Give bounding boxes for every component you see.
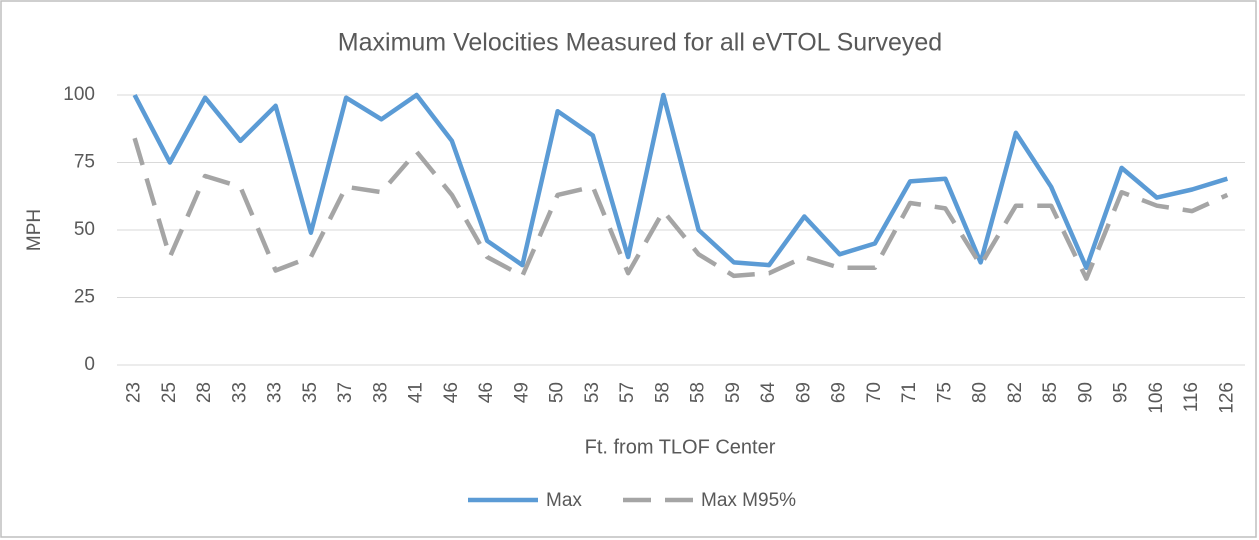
line-series bbox=[132, 137, 1229, 281]
x-tick-label: 38 bbox=[370, 382, 391, 403]
x-tick-label: 80 bbox=[970, 382, 991, 403]
x-tick-label: 35 bbox=[300, 382, 321, 403]
x-tick-label: 71 bbox=[899, 382, 920, 403]
y-tick-label: 100 bbox=[63, 84, 95, 105]
x-tick-label: 106 bbox=[1146, 382, 1167, 414]
x-tick-label: 46 bbox=[441, 382, 462, 403]
x-tick-label: 95 bbox=[1111, 382, 1132, 403]
y-axis-label: MPH bbox=[24, 209, 45, 251]
x-tick-label: 82 bbox=[1005, 382, 1026, 403]
x-tick-label: 70 bbox=[864, 382, 885, 403]
x-axis-label: Ft. from TLOF Center bbox=[585, 436, 776, 458]
x-tick-label: 41 bbox=[406, 382, 427, 403]
y-tick-label: 0 bbox=[84, 354, 95, 375]
x-tick-label: 64 bbox=[758, 382, 779, 404]
x-tick-label: 58 bbox=[652, 382, 673, 403]
x-tick-label: 37 bbox=[335, 382, 356, 403]
x-tick-label: 25 bbox=[159, 382, 180, 403]
y-tick-label: 25 bbox=[74, 287, 95, 308]
line-series bbox=[132, 92, 1229, 271]
x-tick-label: 69 bbox=[793, 382, 814, 403]
x-tick-label: 90 bbox=[1075, 382, 1096, 403]
x-tick-label: 85 bbox=[1040, 382, 1061, 403]
x-tick-label: 57 bbox=[617, 382, 638, 403]
x-tick-label: 59 bbox=[723, 382, 744, 403]
y-tick-label: 50 bbox=[74, 219, 95, 240]
x-tick-label: 75 bbox=[934, 382, 955, 403]
x-tick-label: 58 bbox=[688, 382, 709, 403]
y-tick-label: 75 bbox=[74, 152, 95, 173]
x-tick-label: 46 bbox=[476, 382, 497, 403]
legend-label: Max bbox=[546, 490, 582, 511]
x-tick-label: 116 bbox=[1181, 382, 1202, 412]
x-tick-label: 28 bbox=[194, 382, 215, 403]
x-tick-label: 69 bbox=[829, 382, 850, 403]
x-tick-label: 126 bbox=[1216, 382, 1237, 414]
x-tick-label: 49 bbox=[511, 382, 532, 403]
x-tick-label: 50 bbox=[547, 382, 568, 403]
x-tick-label: 33 bbox=[265, 382, 286, 403]
x-tick-label: 33 bbox=[229, 382, 250, 403]
x-tick-label: 53 bbox=[582, 382, 603, 403]
x-tick-label: 23 bbox=[124, 382, 145, 403]
legend-label: Max M95% bbox=[701, 490, 796, 511]
chart-title: Maximum Velocities Measured for all eVTO… bbox=[338, 29, 942, 57]
